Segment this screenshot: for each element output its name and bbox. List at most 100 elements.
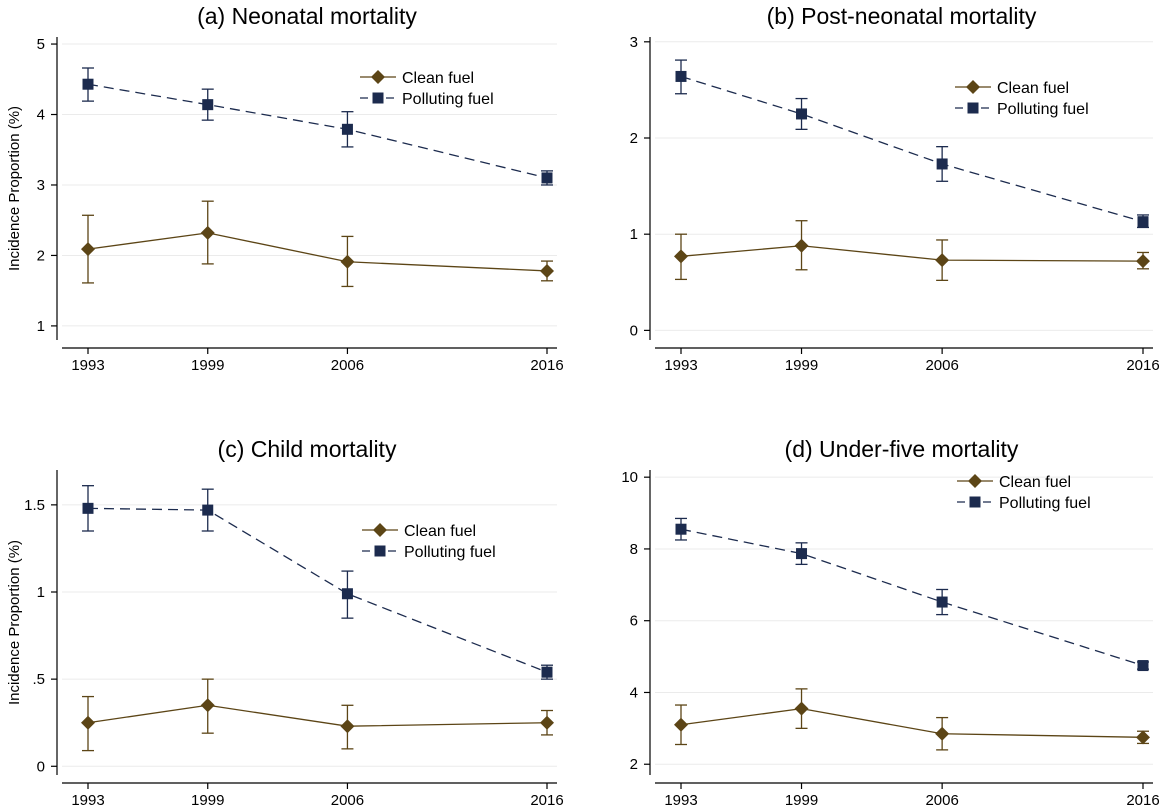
y-tick-label: 0 (37, 758, 45, 775)
x-tick-label: 2016 (530, 792, 563, 809)
data-point-clean (200, 698, 215, 713)
legend-marker-polluting (969, 496, 981, 508)
data-point-polluting (675, 70, 687, 82)
y-tick-label: 3 (630, 34, 638, 51)
y-tick-label: 1.5 (24, 497, 45, 514)
data-point-clean (200, 225, 215, 240)
series-clean (674, 688, 1150, 751)
data-point-clean (540, 263, 554, 278)
data-point-clean (794, 701, 809, 716)
data-point-clean (81, 242, 95, 257)
panel-1: (a) Neonatal mortality 1 2 3 4 5 1993 1999 2006 2… (6, 3, 564, 374)
y-tick-label: 1 (630, 226, 638, 243)
series-polluting (82, 67, 553, 186)
series-line (87, 83, 548, 179)
legend-label: Polluting fuel (999, 495, 1091, 512)
series-polluting (82, 485, 553, 680)
x-tick-label: 1993 (71, 792, 104, 809)
x-tick-label: 2016 (1126, 357, 1159, 374)
x-tick-label: 2016 (1126, 792, 1159, 809)
y-tick-label: 0 (630, 322, 638, 339)
y-tick-label: 10 (621, 469, 638, 486)
data-point-polluting (796, 108, 808, 120)
data-point-clean (674, 717, 688, 732)
x-tick-label: 2006 (925, 357, 958, 374)
x-tick-label: 1999 (191, 792, 224, 809)
data-point-polluting (341, 588, 353, 600)
data-point-polluting (541, 172, 553, 184)
x-tick-label: 1993 (71, 357, 104, 374)
y-tick-label: 4 (37, 107, 45, 124)
y-tick-label: 1 (37, 318, 45, 335)
legend-label: Clean fuel (999, 474, 1071, 491)
chart-title: (c) Child mortality (218, 436, 397, 462)
series-line (680, 528, 1144, 667)
data-point-polluting (202, 504, 214, 516)
series-line (87, 232, 548, 272)
data-point-clean (935, 253, 950, 268)
chart-title: (d) Under-five mortality (785, 436, 1019, 462)
y-tick-label: 2 (37, 247, 45, 264)
legend-label: Polluting fuel (997, 101, 1089, 118)
data-point-polluting (675, 523, 687, 535)
y-tick-label: 5 (37, 36, 45, 53)
x-tick-label: 1993 (664, 792, 697, 809)
data-point-clean (794, 238, 809, 253)
data-point-polluting (202, 99, 214, 111)
legend-marker-clean (968, 474, 982, 488)
x-tick-label: 2006 (331, 792, 364, 809)
y-axis-label: Incidence Proportion (%) (6, 540, 23, 705)
panel-2: (b) Post-neonatal mortality 0 1 2 3 1993 1999 2… (630, 3, 1160, 374)
data-point-clean (935, 726, 950, 741)
legend: Clean fuel Polluting fuel (957, 474, 1091, 512)
data-point-polluting (1137, 216, 1149, 228)
legend-label: Clean fuel (997, 80, 1069, 97)
data-point-clean (340, 719, 355, 734)
series-polluting (675, 59, 1149, 229)
y-tick-label: 4 (630, 684, 638, 701)
series-line (680, 707, 1144, 738)
data-point-clean (540, 715, 554, 730)
legend-label: Polluting fuel (402, 91, 494, 108)
legend-label: Clean fuel (404, 523, 476, 540)
x-tick-label: 1999 (191, 357, 224, 374)
legend-marker-polluting (967, 102, 979, 114)
series-line (680, 75, 1144, 223)
data-point-clean (340, 254, 355, 269)
series-polluting (675, 517, 1149, 672)
legend-label: Clean fuel (402, 70, 474, 87)
data-point-polluting (936, 596, 948, 608)
data-point-polluting (541, 666, 553, 678)
series-line (87, 507, 548, 673)
y-tick-label: 6 (630, 613, 638, 630)
y-tick-label: .5 (32, 671, 45, 688)
x-tick-label: 1993 (664, 357, 697, 374)
panel-4: (d) Under-five mortality 2 4 6 8 10 1993 1999 20… (621, 436, 1159, 809)
data-point-polluting (796, 548, 808, 560)
data-point-polluting (936, 158, 948, 170)
data-point-clean (81, 715, 95, 730)
y-tick-label: 8 (630, 541, 638, 558)
data-point-polluting (82, 502, 94, 514)
legend-label: Polluting fuel (404, 544, 496, 561)
legend: Clean fuel Polluting fuel (362, 523, 496, 561)
legend-marker-clean (966, 80, 980, 94)
y-axis-label: Incidence Proportion (%) (6, 106, 23, 271)
y-tick-label: 1 (37, 584, 45, 601)
x-tick-label: 2006 (331, 357, 364, 374)
legend: Clean fuel Polluting fuel (955, 80, 1089, 118)
data-point-polluting (1137, 660, 1149, 672)
x-tick-label: 2016 (530, 357, 563, 374)
series-line (680, 245, 1144, 262)
chart-title: (a) Neonatal mortality (197, 3, 417, 29)
y-tick-label: 3 (37, 177, 45, 194)
series-clean (674, 220, 1150, 282)
y-tick-label: 2 (630, 756, 638, 773)
chart-title: (b) Post-neonatal mortality (767, 3, 1037, 29)
legend: Clean fuel Polluting fuel (360, 70, 494, 108)
data-point-polluting (82, 78, 94, 90)
data-point-clean (1136, 730, 1150, 745)
series-clean (81, 200, 554, 288)
legend-marker-clean (371, 70, 385, 84)
